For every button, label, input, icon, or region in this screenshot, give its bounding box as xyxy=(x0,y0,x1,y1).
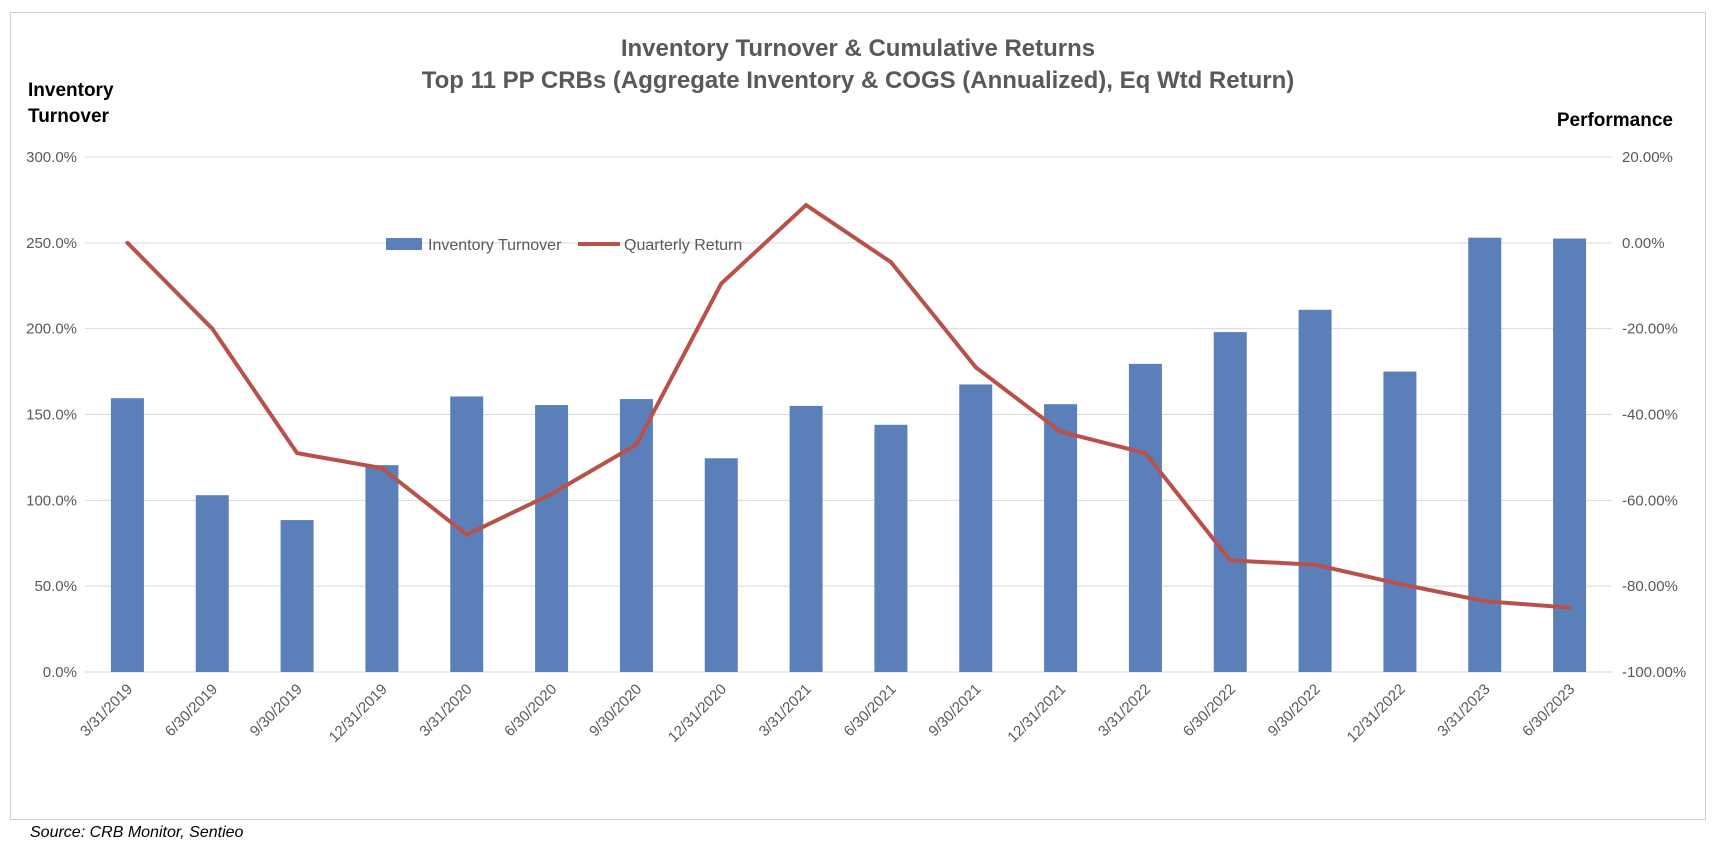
line-point xyxy=(125,240,130,245)
line-point xyxy=(888,260,893,265)
y-right-ticks: -100.00% -80.00% -60.00% -40.00% -20.00% 0.00… xyxy=(1622,149,1686,681)
x-tick-label: 6/30/2019 xyxy=(162,681,221,740)
bar xyxy=(1044,404,1078,672)
line-point xyxy=(1397,582,1402,587)
y-right-tick-label: -60.00% xyxy=(1622,492,1678,509)
bar xyxy=(195,495,229,672)
x-tick-label: 3/31/2019 xyxy=(77,681,136,740)
bar xyxy=(280,520,314,672)
line-point xyxy=(973,365,978,370)
bar xyxy=(959,384,993,672)
y-left-tick-label: 100.0% xyxy=(26,492,77,509)
bar xyxy=(365,465,399,672)
chart-title: Inventory Turnover & Cumulative Returns xyxy=(621,35,1095,62)
bar xyxy=(619,399,653,672)
x-tick-label: 6/30/2020 xyxy=(501,681,560,740)
x-tick-label: 3/31/2023 xyxy=(1434,681,1493,740)
y-left-tick-label: 300.0% xyxy=(26,149,77,166)
line-point xyxy=(1567,605,1572,610)
line-point xyxy=(804,203,809,208)
x-tick-label: 6/30/2022 xyxy=(1180,681,1239,740)
line-series xyxy=(125,203,1572,610)
legend-label-line: Quarterly Return xyxy=(624,237,742,254)
bar xyxy=(1553,238,1587,672)
line-point xyxy=(379,466,384,471)
line-point xyxy=(295,451,300,456)
y-left-tick-label: 0.0% xyxy=(43,664,77,681)
x-tick-label: 12/31/2022 xyxy=(1344,681,1409,746)
y-left-tick-label: 150.0% xyxy=(26,407,77,424)
bar xyxy=(1128,363,1162,672)
x-tick-label: 3/31/2020 xyxy=(416,681,475,740)
x-tick-label: 6/30/2021 xyxy=(841,681,900,740)
bar xyxy=(1298,309,1332,672)
x-tick-label: 9/30/2020 xyxy=(586,681,645,740)
x-tick-label: 12/31/2020 xyxy=(665,681,730,746)
gridlines xyxy=(85,156,1612,673)
line-point xyxy=(1313,562,1318,567)
legend-label-bar: Inventory Turnover xyxy=(428,237,562,254)
source-note: Source: CRB Monitor, Sentieo xyxy=(30,824,244,841)
x-tick-label: 12/31/2019 xyxy=(326,681,391,746)
x-tick-label: 6/30/2023 xyxy=(1519,681,1578,740)
bar xyxy=(789,405,823,672)
y-right-tick-label: -40.00% xyxy=(1622,407,1678,424)
line-point xyxy=(1228,558,1233,563)
y-left-tick-label: 250.0% xyxy=(26,235,77,252)
chart-frame xyxy=(10,12,1706,820)
x-tick-label: 3/31/2021 xyxy=(756,681,815,740)
line-point xyxy=(1143,451,1148,456)
y-right-tick-label: 20.00% xyxy=(1622,149,1673,166)
x-tick-label: 9/30/2019 xyxy=(247,681,306,740)
chart-subtitle: Top 11 PP CRBs (Aggregate Inventory & CO… xyxy=(422,67,1295,94)
bar xyxy=(1468,237,1502,672)
x-tick-label: 12/31/2021 xyxy=(1004,681,1069,746)
legend: Inventory Turnover Quarterly Return xyxy=(386,237,742,254)
legend-swatch-bar xyxy=(386,238,422,250)
line-point xyxy=(1482,599,1487,604)
x-ticks: 3/31/2019 6/30/2019 9/30/2019 12/31/2019 3/3… xyxy=(77,681,1578,746)
bar xyxy=(110,398,144,672)
bar-series xyxy=(110,237,1587,672)
y-left-tick-label: 200.0% xyxy=(26,321,77,338)
line-path xyxy=(125,203,1570,610)
x-tick-label: 9/30/2022 xyxy=(1265,681,1324,740)
y-left-label-line2: Turnover xyxy=(28,106,110,127)
y-left-label-line1: Inventory xyxy=(28,80,114,101)
line-point xyxy=(1058,429,1063,434)
line-point xyxy=(464,532,469,537)
bar xyxy=(704,458,738,672)
line-point xyxy=(210,326,215,331)
y-right-label: Performance xyxy=(1557,110,1673,131)
line-point xyxy=(719,281,724,286)
bar xyxy=(1383,371,1417,672)
y-right-tick-label: -20.00% xyxy=(1622,321,1678,338)
line-point xyxy=(549,491,554,496)
line-point xyxy=(634,442,639,447)
y-left-tick-label: 50.0% xyxy=(34,578,77,595)
bar xyxy=(1213,332,1247,672)
y-right-tick-label: -80.00% xyxy=(1622,578,1678,595)
y-right-tick-label: -100.00% xyxy=(1622,664,1686,681)
bar xyxy=(535,405,569,672)
bar xyxy=(874,424,908,672)
x-tick-label: 3/31/2022 xyxy=(1095,681,1154,740)
y-left-ticks: 0.0% 50.0% 100.0% 150.0% 200.0% 250.0% 300.0% xyxy=(26,149,77,681)
x-tick-label: 9/30/2021 xyxy=(925,681,984,740)
y-right-tick-label: 0.00% xyxy=(1622,235,1665,252)
